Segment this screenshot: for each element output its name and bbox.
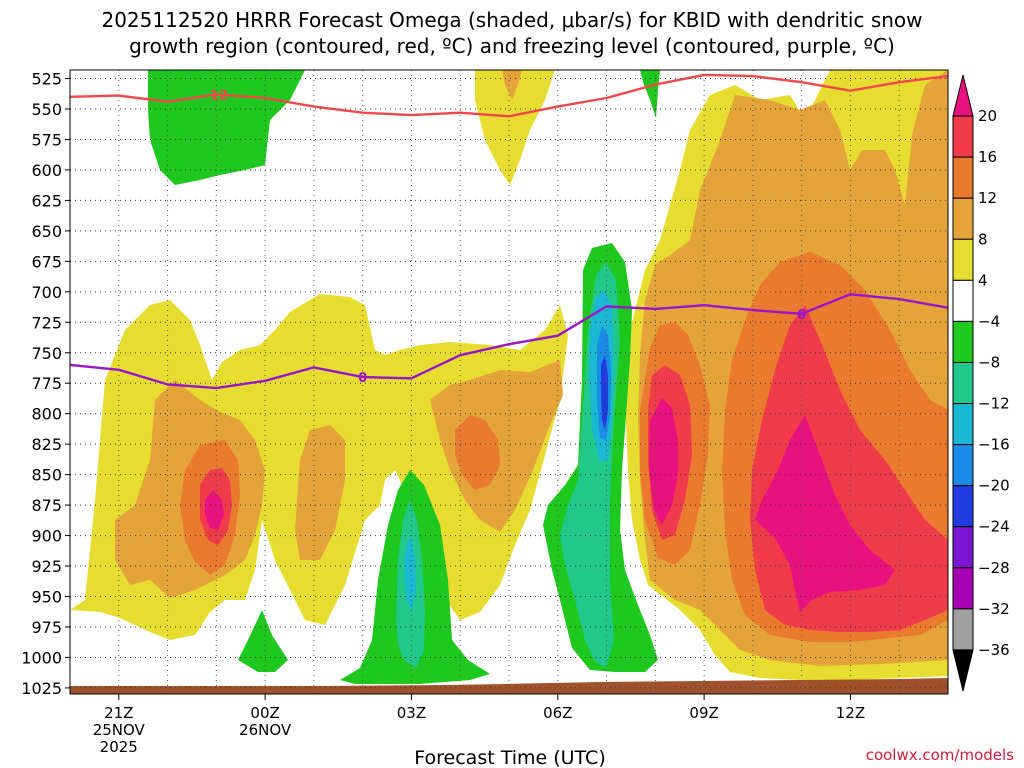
y-tick-label-1000: 1000 [21,648,62,667]
y-tick-label-725: 725 [31,313,62,332]
y-tick-label-900: 900 [31,527,62,546]
colorbar-swatch-1 [952,115,974,158]
x-tick-label-09Z: 09Z [689,704,718,722]
colorbar-swatch-3 [952,197,974,240]
colorbar-label-6: −8 [978,353,1000,371]
contour-label-1-b: 0 [797,308,806,323]
credit-link[interactable]: coolwx.com/models [866,746,1014,764]
x-tick-year-21Z: 2025 [100,738,138,756]
y-tick-label-875: 875 [31,496,62,515]
chart-title-line2: growth region (contoured, red, ºC) and f… [129,34,895,58]
omega-magenta-mid-right-region [649,398,678,525]
colorbar-label-11: −28 [978,559,1010,577]
colorbar-top-arrow [952,74,974,117]
colorbar-swatch-9 [952,444,974,487]
x-tick-label-12Z: 12Z [836,704,865,722]
plot-frame [69,69,949,695]
terrain-ground-slope [70,678,948,690]
x-tick-label-06Z: 06Z [543,704,572,722]
x-tick-label-00Z: 00Z [250,704,279,722]
contour-line-1 [70,293,948,390]
y-axis-ticks: 525 550 575 600 625 650 675 700 725 750 775 800 825 8… [21,70,70,698]
temperature-contours: -12 0 0 [70,73,948,390]
contour-label-0: -12 [205,88,229,103]
omega-magenta-right-region [755,415,895,612]
y-tick-label-525: 525 [31,70,62,89]
colorbar-label-3: 8 [978,230,988,248]
colorbar-label-5: −4 [978,312,1000,330]
omega-light-orange-top-region [502,70,522,100]
colorbar-swatch-12 [952,567,974,610]
colorbar-label-4: 4 [978,271,988,289]
x-tick-date-21Z: 25NOV [93,721,146,739]
y-tick-label-950: 950 [31,588,62,607]
colorbar-swatch-4 [952,238,974,281]
contour-line-0 [70,73,948,118]
plot-area: -12 0 0 [70,70,948,694]
colorbar: 20 16 12 8 4 −4 −8 −12 −16 −20 −24 −28 −32 −36 [952,74,1010,692]
omega-yellow-top-mid-region [475,70,555,185]
x-tick-date-00Z: 26NOV [239,721,292,739]
y-tick-label-750: 750 [31,344,62,363]
omega-orange-center-region [455,415,500,490]
colorbar-swatch-13 [952,608,974,651]
y-tick-label-600: 600 [31,161,62,180]
colorbar-label-1: 16 [978,148,997,166]
x-axis-label: Forecast Time (UTC) [414,747,605,768]
omega-cyan-column-03z-region [404,538,416,610]
colorbar-swatch-7 [952,361,974,405]
contour-label-1: 0 [358,371,367,386]
colorbar-swatch-6 [952,320,974,363]
y-tick-label-625: 625 [31,191,62,210]
x-tick-label-21Z: 21Z [104,704,133,722]
y-tick-label-800: 800 [31,405,62,424]
colorbar-label-8: −16 [978,436,1010,454]
y-tick-label-825: 825 [31,435,62,454]
colorbar-label-7: −12 [978,395,1010,413]
omega-shading [70,70,948,684]
omega-green-bottom-left-region [238,610,288,672]
colorbar-swatch-8 [952,403,974,446]
chart-gridlines [70,70,948,694]
colorbar-label-9: −20 [978,477,1010,495]
y-tick-label-775: 775 [31,374,62,393]
colorbar-label-13: −36 [978,641,1010,659]
y-tick-label-1025: 1025 [21,679,62,698]
y-tick-label-850: 850 [31,466,62,485]
omega-light-orange-mid-left-region [295,425,345,560]
x-tick-label-03Z: 03Z [397,704,426,722]
y-tick-label-650: 650 [31,222,62,241]
y-tick-label-700: 700 [31,283,62,302]
colorbar-label-12: −32 [978,600,1010,618]
colorbar-swatch-2 [952,156,974,199]
y-tick-label-975: 975 [31,618,62,637]
omega-darkblue-column-07z-region [601,355,608,430]
colorbar-swatch-5 [952,279,974,322]
y-tick-label-550: 550 [31,100,62,119]
colorbar-swatch-11 [952,526,974,569]
colorbar-label-2: 12 [978,189,997,207]
y-tick-label-675: 675 [31,252,62,271]
colorbar-bottom-arrow [952,649,974,692]
chart-title-line1: 2025112520 HRRR Forecast Omega (shaded, … [101,8,922,32]
colorbar-label-0: 20 [978,107,997,125]
y-tick-label-925: 925 [31,557,62,576]
colorbar-label-10: −24 [978,518,1010,536]
y-tick-label-575: 575 [31,130,62,149]
omega-magenta-left-region [205,490,224,530]
colorbar-swatch-10 [952,485,974,528]
